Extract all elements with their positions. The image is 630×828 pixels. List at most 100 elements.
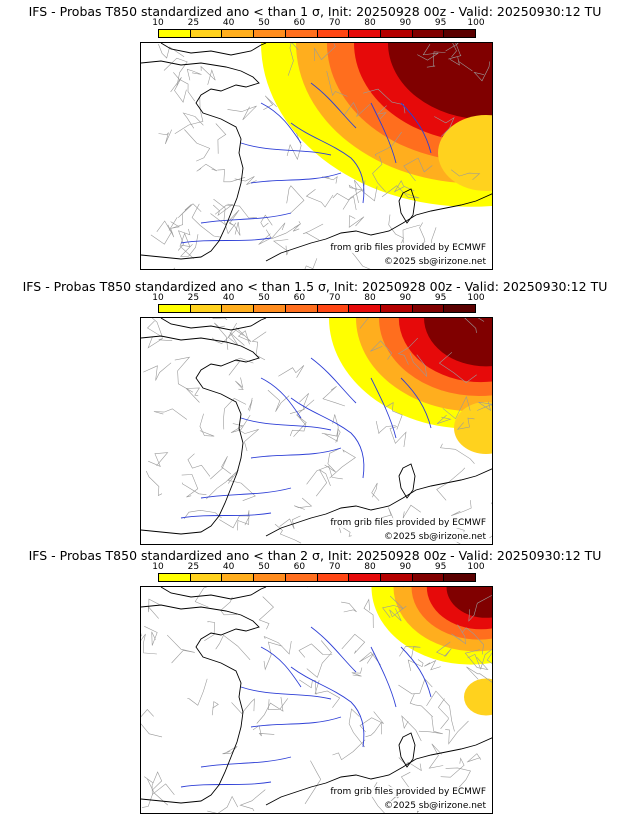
river [250, 172, 342, 184]
river [180, 512, 272, 519]
colorbar-tick-label: 50 [258, 18, 270, 28]
department-border [486, 652, 492, 664]
river [200, 487, 292, 499]
colorbar-segment [412, 305, 445, 312]
department-border [372, 156, 386, 193]
department-border [247, 397, 253, 412]
department-border [158, 43, 185, 59]
river [400, 646, 432, 698]
department-border [173, 72, 196, 102]
colorbar-segment [380, 574, 413, 581]
department-border [438, 698, 449, 729]
probability-map: from grib files provided by ECMWF ©2025 … [140, 317, 493, 545]
department-border [187, 678, 208, 706]
department-border [321, 428, 341, 443]
department-border [436, 641, 452, 657]
coastline [160, 318, 267, 331]
department-border [219, 515, 250, 529]
department-border [207, 795, 239, 813]
department-border [363, 598, 374, 629]
colorbar-tick-label: 90 [399, 562, 412, 572]
department-border [141, 783, 175, 808]
department-border [150, 220, 172, 245]
department-border [398, 757, 422, 772]
department-border [466, 666, 492, 683]
department-border [213, 198, 237, 235]
colorbar-segment [349, 574, 381, 581]
colorbar-tick-label: 60 [293, 18, 306, 28]
colorbar-segment [254, 30, 286, 37]
coastline [265, 737, 492, 806]
colorbar-tick-label: 100 [467, 293, 485, 303]
colorbar-tick-label: 90 [399, 293, 412, 303]
colorbar-segment [444, 30, 476, 37]
department-border [464, 318, 485, 333]
department-border [445, 720, 469, 745]
department-border [237, 510, 250, 531]
colorbar-segment [412, 30, 445, 37]
department-border [141, 633, 157, 655]
department-border [147, 598, 160, 619]
panel-3: IFS - Probas T850 standardized ano < tha… [0, 548, 630, 818]
department-border [222, 746, 238, 755]
department-border [141, 709, 163, 738]
department-border [324, 448, 340, 473]
department-border [329, 449, 356, 479]
department-border [252, 725, 275, 737]
coastline [398, 463, 416, 499]
department-border [147, 336, 173, 349]
colorbar-segment [349, 30, 381, 37]
river [370, 377, 397, 439]
department-border [194, 587, 209, 608]
department-border [204, 621, 215, 641]
colorbar-tick-label: 70 [328, 18, 341, 28]
river [180, 237, 272, 244]
department-border [384, 402, 403, 430]
colorbar-segment [380, 305, 413, 312]
department-border [322, 175, 338, 184]
department-border [381, 185, 420, 199]
colorbar-tick-label: 90 [399, 18, 412, 28]
department-border [451, 169, 481, 181]
department-border [461, 627, 484, 655]
colorbar-tick-label: 100 [467, 18, 485, 28]
department-border [210, 456, 232, 480]
colorbar-segment [222, 574, 255, 581]
river [400, 377, 432, 429]
department-border [215, 634, 251, 661]
river [260, 646, 302, 688]
coastline [398, 732, 416, 768]
department-border [177, 203, 202, 218]
department-border [341, 633, 366, 654]
river [310, 82, 357, 129]
department-border [375, 421, 396, 435]
colorbar-segment [317, 574, 350, 581]
river [180, 781, 272, 788]
colorbar-segment [349, 305, 381, 312]
colorbar-tick-label: 95 [434, 562, 447, 572]
department-border [215, 123, 227, 154]
department-border [181, 482, 207, 495]
department-border [466, 753, 482, 763]
department-border [341, 601, 357, 613]
river [250, 716, 342, 728]
department-border [274, 523, 302, 544]
department-border [409, 693, 434, 718]
department-border [351, 667, 363, 677]
department-border [323, 414, 339, 442]
department-border [436, 414, 452, 424]
department-border [205, 469, 239, 500]
department-border [231, 698, 255, 714]
department-border [211, 701, 219, 716]
coastline [160, 587, 267, 600]
department-border [170, 214, 184, 229]
department-border [370, 340, 393, 360]
department-border [196, 163, 218, 172]
department-border [258, 222, 286, 245]
department-border [144, 776, 168, 806]
department-border [158, 129, 172, 145]
coastline [265, 468, 492, 537]
department-border [348, 248, 371, 269]
department-border [389, 605, 407, 622]
colorbar-tick-label: 10 [152, 562, 164, 572]
